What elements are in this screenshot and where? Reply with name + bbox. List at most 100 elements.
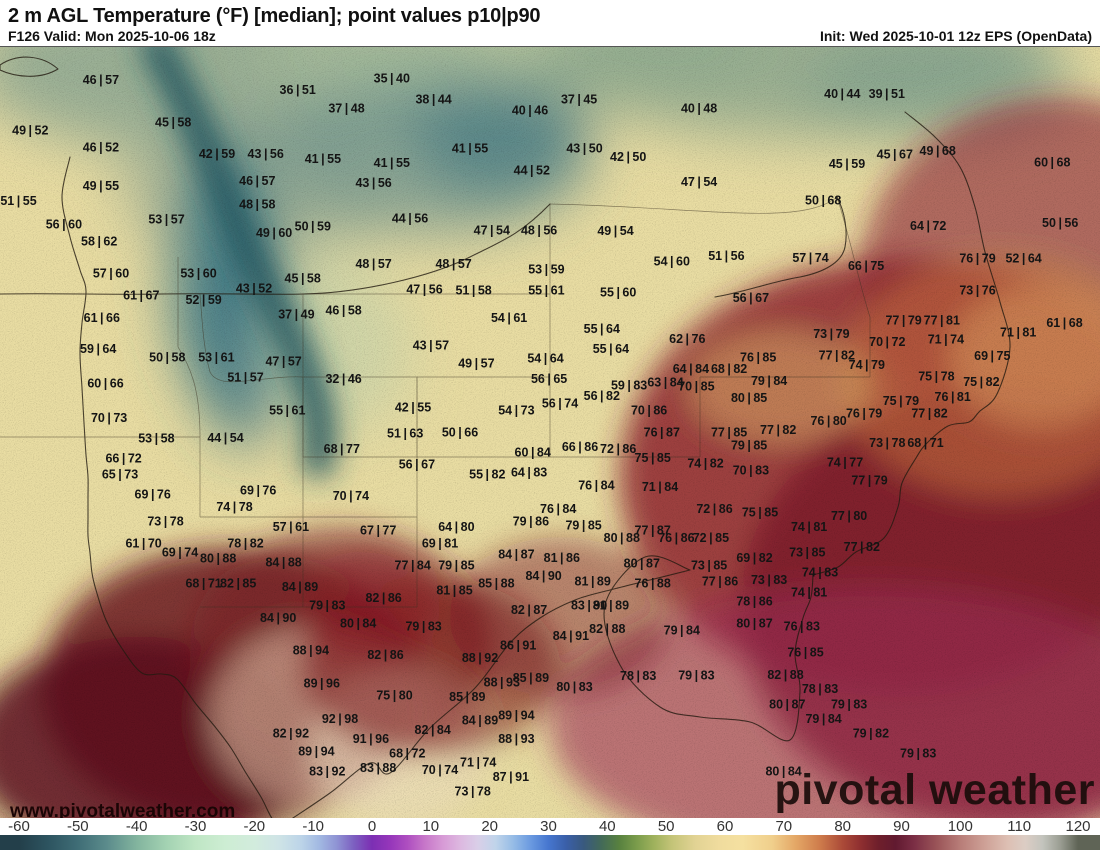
svg-text:37 | 48: 37 | 48 — [328, 102, 364, 116]
svg-text:82 | 85: 82 | 85 — [220, 577, 256, 591]
svg-text:81 | 89: 81 | 89 — [593, 598, 629, 612]
svg-text:45 | 58: 45 | 58 — [285, 272, 321, 286]
svg-text:75 | 85: 75 | 85 — [742, 506, 778, 520]
svg-text:85 | 88: 85 | 88 — [478, 577, 514, 591]
svg-text:77 | 79: 77 | 79 — [851, 473, 887, 487]
svg-text:55 | 64: 55 | 64 — [593, 342, 629, 356]
svg-text:61 | 66: 61 | 66 — [84, 311, 120, 325]
svg-text:51 | 58: 51 | 58 — [455, 283, 491, 297]
svg-text:73 | 78: 73 | 78 — [869, 436, 905, 450]
svg-text:41 | 55: 41 | 55 — [452, 142, 488, 156]
svg-text:69 | 76: 69 | 76 — [240, 484, 276, 498]
svg-text:77 | 81: 77 | 81 — [924, 313, 960, 327]
svg-text:76 | 81: 76 | 81 — [935, 390, 971, 404]
svg-text:69 | 75: 69 | 75 — [974, 349, 1010, 363]
svg-text:82 | 88: 82 | 88 — [767, 668, 803, 682]
svg-text:73 | 85: 73 | 85 — [691, 558, 727, 572]
svg-text:48 | 56: 48 | 56 — [521, 223, 557, 237]
svg-text:69 | 74: 69 | 74 — [162, 546, 198, 560]
svg-text:38 | 44: 38 | 44 — [415, 92, 451, 106]
svg-text:73 | 76: 73 | 76 — [959, 284, 995, 298]
svg-text:43 | 50: 43 | 50 — [566, 142, 602, 156]
svg-text:79 | 85: 79 | 85 — [731, 438, 767, 452]
svg-text:74 | 81: 74 | 81 — [791, 586, 827, 600]
svg-text:56 | 67: 56 | 67 — [399, 457, 435, 471]
svg-text:73 | 79: 73 | 79 — [813, 327, 849, 341]
svg-text:72 | 85: 72 | 85 — [693, 531, 729, 545]
svg-text:73 | 83: 73 | 83 — [751, 573, 787, 587]
svg-text:76 | 88: 76 | 88 — [635, 577, 671, 591]
svg-text:37 | 45: 37 | 45 — [561, 92, 597, 106]
svg-text:48 | 57: 48 | 57 — [435, 257, 471, 271]
svg-text:82 | 84: 82 | 84 — [415, 723, 451, 737]
svg-text:79 | 84: 79 | 84 — [805, 712, 841, 726]
svg-text:53 | 57: 53 | 57 — [148, 213, 184, 227]
svg-text:76 | 86: 76 | 86 — [658, 531, 694, 545]
svg-text:68 | 82: 68 | 82 — [711, 362, 747, 376]
svg-text:70 | 83: 70 | 83 — [733, 464, 769, 478]
svg-text:50 | 59: 50 | 59 — [295, 219, 331, 233]
svg-text:69 | 81: 69 | 81 — [422, 537, 458, 551]
svg-text:51 | 55: 51 | 55 — [0, 194, 36, 208]
svg-text:49 | 60: 49 | 60 — [256, 226, 292, 240]
svg-text:55 | 61: 55 | 61 — [269, 404, 305, 418]
svg-text:84 | 90: 84 | 90 — [260, 611, 296, 625]
svg-text:77 | 82: 77 | 82 — [844, 540, 880, 554]
svg-text:84 | 90: 84 | 90 — [525, 569, 561, 583]
svg-text:35 | 40: 35 | 40 — [374, 71, 410, 85]
svg-text:44 | 52: 44 | 52 — [514, 163, 550, 177]
svg-text:60 | 68: 60 | 68 — [1034, 155, 1070, 169]
svg-text:79 | 84: 79 | 84 — [664, 624, 700, 638]
svg-text:43 | 52: 43 | 52 — [236, 282, 272, 296]
svg-text:74 | 78: 74 | 78 — [216, 500, 252, 514]
svg-text:69 | 82: 69 | 82 — [736, 551, 772, 565]
svg-text:54 | 61: 54 | 61 — [491, 311, 527, 325]
svg-text:40 | 46: 40 | 46 — [512, 103, 548, 117]
svg-text:47 | 57: 47 | 57 — [265, 355, 301, 369]
svg-text:45 | 67: 45 | 67 — [877, 147, 913, 161]
svg-text:84 | 89: 84 | 89 — [462, 714, 498, 728]
svg-text:57 | 61: 57 | 61 — [273, 520, 309, 534]
svg-text:79 | 83: 79 | 83 — [405, 619, 441, 633]
svg-text:80 | 85: 80 | 85 — [731, 391, 767, 405]
svg-text:71 | 74: 71 | 74 — [928, 332, 964, 346]
svg-text:78 | 83: 78 | 83 — [802, 682, 838, 696]
svg-text:79 | 83: 79 | 83 — [678, 668, 714, 682]
svg-text:66 | 72: 66 | 72 — [105, 452, 141, 466]
svg-text:79 | 85: 79 | 85 — [565, 518, 601, 532]
svg-text:68 | 71: 68 | 71 — [907, 436, 943, 450]
svg-text:47 | 54: 47 | 54 — [474, 223, 510, 237]
svg-text:83 | 92: 83 | 92 — [309, 765, 345, 779]
svg-text:61 | 67: 61 | 67 — [123, 288, 159, 302]
svg-text:80 | 84: 80 | 84 — [340, 617, 376, 631]
svg-text:52 | 64: 52 | 64 — [1005, 252, 1041, 266]
svg-text:51 | 57: 51 | 57 — [227, 370, 263, 384]
svg-text:89 | 94: 89 | 94 — [498, 708, 534, 722]
svg-text:82 | 92: 82 | 92 — [273, 727, 309, 741]
svg-text:49 | 55: 49 | 55 — [83, 179, 119, 193]
svg-text:78 | 86: 78 | 86 — [736, 595, 772, 609]
svg-text:76 | 85: 76 | 85 — [787, 646, 823, 660]
svg-text:80 | 88: 80 | 88 — [604, 531, 640, 545]
svg-text:72 | 86: 72 | 86 — [600, 442, 636, 456]
svg-text:81 | 86: 81 | 86 — [544, 551, 580, 565]
svg-text:55 | 82: 55 | 82 — [469, 467, 505, 481]
svg-text:53 | 59: 53 | 59 — [528, 262, 564, 276]
svg-text:80 | 87: 80 | 87 — [624, 557, 660, 571]
svg-text:55 | 64: 55 | 64 — [584, 322, 620, 336]
svg-text:57 | 60: 57 | 60 — [93, 266, 129, 280]
svg-text:61 | 70: 61 | 70 — [125, 537, 161, 551]
svg-text:73 | 78: 73 | 78 — [455, 785, 491, 799]
svg-text:42 | 59: 42 | 59 — [199, 147, 235, 161]
svg-text:52 | 59: 52 | 59 — [185, 293, 221, 307]
svg-text:58 | 62: 58 | 62 — [81, 235, 117, 249]
svg-text:87 | 91: 87 | 91 — [493, 770, 529, 784]
svg-text:85 | 89: 85 | 89 — [449, 690, 485, 704]
svg-text:89 | 94: 89 | 94 — [298, 745, 334, 759]
svg-text:74 | 77: 74 | 77 — [827, 456, 863, 470]
svg-text:66 | 75: 66 | 75 — [848, 259, 884, 273]
svg-text:53 | 60: 53 | 60 — [180, 266, 216, 280]
svg-text:46 | 57: 46 | 57 — [239, 174, 275, 188]
svg-text:77 | 84: 77 | 84 — [395, 558, 431, 572]
svg-text:55 | 61: 55 | 61 — [528, 283, 564, 297]
